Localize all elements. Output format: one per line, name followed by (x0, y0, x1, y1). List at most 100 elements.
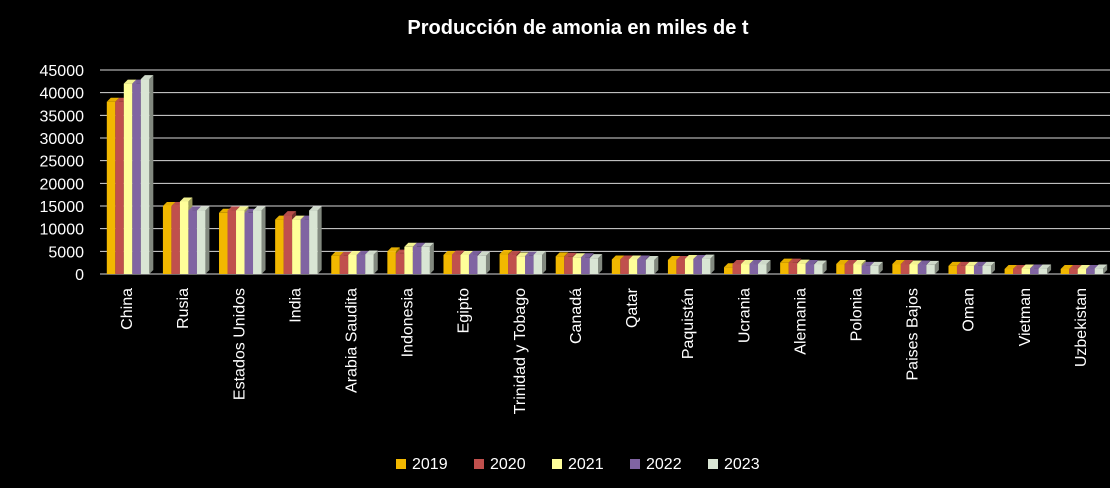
bar-face (555, 256, 565, 274)
bar-side (485, 251, 490, 274)
legend-item-2022: 2022 (630, 456, 682, 473)
bar-side (205, 206, 210, 274)
bar-top (404, 242, 417, 247)
bar-side (261, 206, 266, 274)
x-tick-label: China (119, 288, 136, 330)
bar-face (236, 210, 245, 274)
y-tick-label: 20000 (40, 176, 85, 193)
bar-top (460, 250, 473, 255)
bar-top (645, 255, 659, 260)
bar-face (1069, 269, 1078, 274)
x-tick-label: Egipto (456, 288, 473, 333)
x-tick-label: Indonesia (400, 288, 417, 357)
bar-face (701, 258, 711, 274)
bar-India-2023 (309, 206, 322, 274)
x-tick-label: Uzbekistan (1073, 288, 1090, 367)
bar-face (162, 206, 172, 274)
bar-top (331, 251, 344, 256)
bar-top (1004, 265, 1018, 270)
grid (100, 69, 1110, 275)
y-tick-label: 25000 (40, 154, 85, 171)
legend-swatch (552, 459, 562, 469)
bar-face (356, 254, 366, 274)
bar-face (196, 210, 206, 274)
bar-face (788, 262, 798, 274)
bar-top (468, 250, 482, 255)
y-tick-label: 15000 (40, 199, 85, 216)
bar-top (236, 206, 249, 211)
bar-face (909, 264, 918, 274)
legend-item-2023: 2023 (708, 456, 760, 473)
legend-swatch (396, 459, 406, 469)
bar-top (948, 261, 961, 266)
bar-face (589, 258, 599, 274)
bar-face (973, 265, 983, 274)
bar-Indonesia-2023 (421, 242, 434, 274)
bar-side (1047, 264, 1052, 274)
bar-top (628, 255, 642, 260)
bar-face (836, 264, 845, 274)
bar-top (1077, 265, 1091, 270)
bar-side (710, 254, 715, 274)
bar-top (162, 202, 176, 206)
bar-Arabia Saudita-2023 (365, 250, 378, 274)
bar-face (275, 219, 284, 274)
bar-top (292, 215, 305, 220)
bar-face (956, 265, 966, 274)
chart-title: Producción de amonia en miles de t (407, 17, 749, 39)
bar-top (917, 260, 931, 265)
x-tick-label: Canadá (568, 288, 585, 344)
bar-face (917, 264, 927, 274)
x-tick-label: Estados Unidos (231, 288, 248, 400)
bar-side (878, 261, 883, 274)
bar-top (1030, 264, 1043, 269)
bar-top (253, 206, 266, 211)
bar-face (292, 219, 301, 274)
legend-label: 2023 (724, 456, 760, 473)
bar-face (499, 254, 509, 274)
bar-top (788, 258, 802, 263)
bar-top (555, 252, 569, 257)
bar-top (499, 250, 513, 255)
x-tick-label: Polonia (849, 288, 866, 341)
bar-top (348, 250, 361, 255)
bar-Polonia-2023 (870, 261, 883, 274)
bar-top (412, 242, 426, 247)
legend-swatch (708, 459, 718, 469)
y-tick-label: 0 (75, 267, 84, 284)
bar-top (749, 260, 763, 265)
legend-item-2021: 2021 (552, 456, 604, 473)
bar-top (814, 260, 827, 265)
bar-top (387, 247, 400, 252)
bar-face (611, 259, 621, 274)
bar-Rusia-2023 (196, 206, 210, 274)
bar-face (1094, 268, 1104, 274)
bar-face (387, 251, 396, 274)
bar-face (780, 262, 789, 274)
bar-face (965, 265, 974, 274)
x-tick-label: Oman (961, 288, 978, 332)
bar-face (451, 254, 461, 274)
legend-item-2019: 2019 (396, 456, 448, 473)
bar-face (1030, 268, 1039, 274)
bar-face (1004, 269, 1014, 274)
x-tick-label: Qatar (624, 287, 641, 328)
bar-top (179, 197, 193, 202)
x-tick-label: Arabia Saudita (344, 288, 361, 393)
bar-face (870, 265, 879, 274)
bar-face (844, 264, 854, 274)
bar-side (766, 260, 771, 274)
y-tick-label: 45000 (40, 63, 85, 80)
y-axis: 0 5000 10000 15000 20000 25000 30000 35000 40000… (40, 63, 85, 284)
y-tick-label: 35000 (40, 108, 85, 125)
bar-face (300, 219, 310, 274)
bar-face (516, 256, 526, 274)
bar-side (934, 260, 939, 274)
legend: 2019 2020 2021 2022 2023 (396, 456, 760, 473)
bar-side (542, 250, 547, 274)
bar-top (620, 255, 633, 260)
bar-top (188, 206, 201, 211)
bar-face (732, 264, 742, 274)
bar-face (749, 264, 759, 274)
bar-top (900, 260, 914, 265)
